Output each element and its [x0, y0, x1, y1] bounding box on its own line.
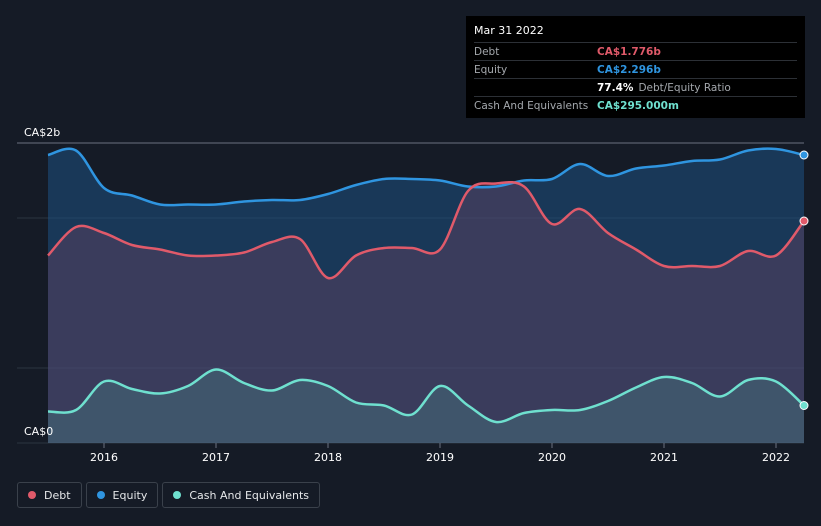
legend-cash-dot	[173, 491, 182, 499]
x-tick-label: 2022	[762, 451, 790, 464]
x-axis-ticks: 2016 2017 2018 2019 2020 2021 2022	[90, 443, 790, 464]
x-tick-label: 2016	[90, 451, 118, 464]
end-marker-equity	[799, 150, 809, 160]
tooltip-ratio-value: 77.4%	[597, 81, 634, 94]
area-debt	[48, 182, 804, 443]
legend-item-equity[interactable]: Equity	[85, 482, 159, 508]
x-tick-label: 2018	[314, 451, 342, 464]
line-debt	[47, 180, 805, 280]
end-marker-debt	[799, 216, 809, 226]
line-equity	[47, 147, 805, 207]
legend-equity-dot	[96, 491, 105, 499]
tooltip-equity-value: CA$2.296b	[597, 63, 661, 76]
legend-equity-label: Equity	[112, 488, 148, 502]
data-tooltip: Mar 31 2022 Debt CA$1.776b Equity CA$2.2…	[466, 16, 805, 118]
tooltip-ratio-row: 77.4% Debt/Equity Ratio	[474, 78, 797, 96]
x-tick-label: 2020	[538, 451, 566, 464]
legend-debt-dot	[28, 491, 36, 499]
tooltip-cash-label: Cash And Equivalents	[474, 99, 589, 112]
tooltip-equity-row: Equity CA$2.296b	[474, 60, 797, 78]
tooltip-debt-label: Debt	[474, 45, 500, 58]
tooltip-equity-label: Equity	[474, 63, 508, 76]
tooltip-debt-row: Debt CA$1.776b	[474, 42, 797, 60]
tooltip-ratio-label: Debt/Equity Ratio	[638, 81, 731, 94]
x-tick-label: 2017	[202, 451, 230, 464]
tooltip-debt-value: CA$1.776b	[597, 45, 661, 58]
tooltip-cash-row: Cash And Equivalents CA$295.000m	[474, 96, 797, 114]
legend-item-cash[interactable]: Cash And Equivalents	[162, 482, 320, 508]
x-tick-label: 2019	[426, 451, 454, 464]
series-lines	[47, 147, 805, 424]
area-cash-and-equivalents	[48, 369, 804, 443]
x-tick-label: 2021	[650, 451, 678, 464]
y-axis-top-label: CA$2b	[24, 126, 60, 139]
series-areas	[48, 148, 804, 443]
tooltip-date: Mar 31 2022	[474, 24, 544, 37]
end-markers	[799, 150, 809, 410]
line-cash-and-equivalents	[47, 368, 805, 424]
legend-item-debt[interactable]: Debt	[17, 482, 82, 508]
legend-debt-label: Debt	[44, 488, 71, 502]
tooltip-cash-value: CA$295.000m	[597, 99, 679, 112]
area-equity	[48, 148, 804, 443]
legend-cash-label: Cash And Equivalents	[189, 488, 309, 502]
chart-legend: Debt Equity Cash And Equivalents	[17, 482, 320, 508]
end-marker-cash-and-equivalents	[799, 401, 809, 410]
y-axis-bottom-label: CA$0	[24, 425, 53, 438]
